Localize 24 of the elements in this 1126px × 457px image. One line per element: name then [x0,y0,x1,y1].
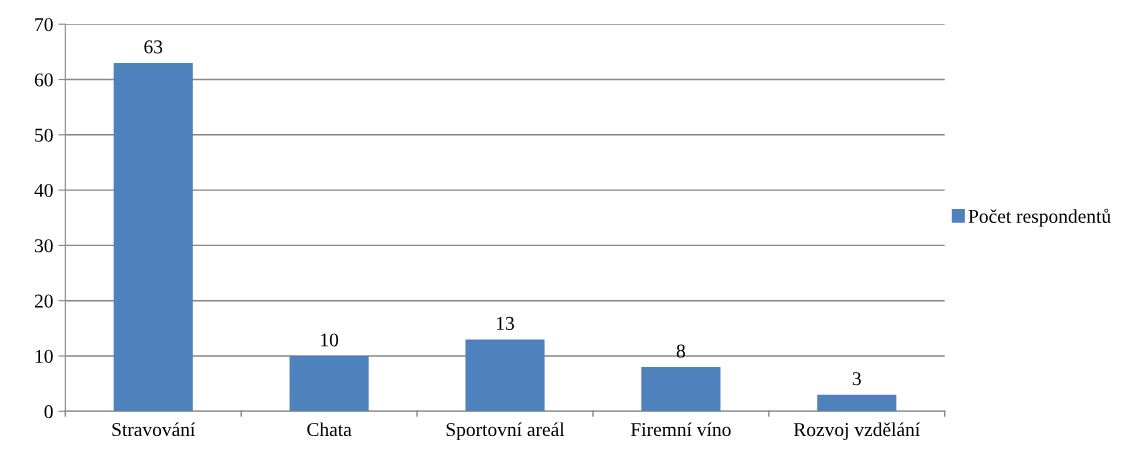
x-tick-label: Sportovní areál [446,422,565,441]
bar [113,62,193,412]
y-tick-label: 20 [34,294,53,308]
y-tick-label: 0 [44,405,53,419]
y-tick-label: 30 [34,239,53,253]
y-tick-label: 60 [34,73,53,87]
y-tick-label: 70 [35,18,53,32]
bar [465,339,545,412]
bar [289,356,369,412]
data-label: 13 [497,316,514,330]
bar [641,367,721,412]
data-label: 10 [321,333,339,347]
x-tick-label: Stravování [112,422,196,437]
y-tick-label: 50 [35,128,53,142]
y-tick-label: 40 [34,183,53,198]
data-label: 63 [144,40,163,54]
data-label: 3 [852,372,861,386]
legend-label: Počet respondentů [968,208,1111,227]
x-tick-label: Rozvoj vzdělání [793,422,921,441]
x-tick-label: Firemní víno [630,422,731,437]
y-tick-label: 10 [35,349,53,363]
data-label: 8 [676,344,686,358]
x-tick-label: Chata [307,422,352,437]
bar [817,394,897,412]
